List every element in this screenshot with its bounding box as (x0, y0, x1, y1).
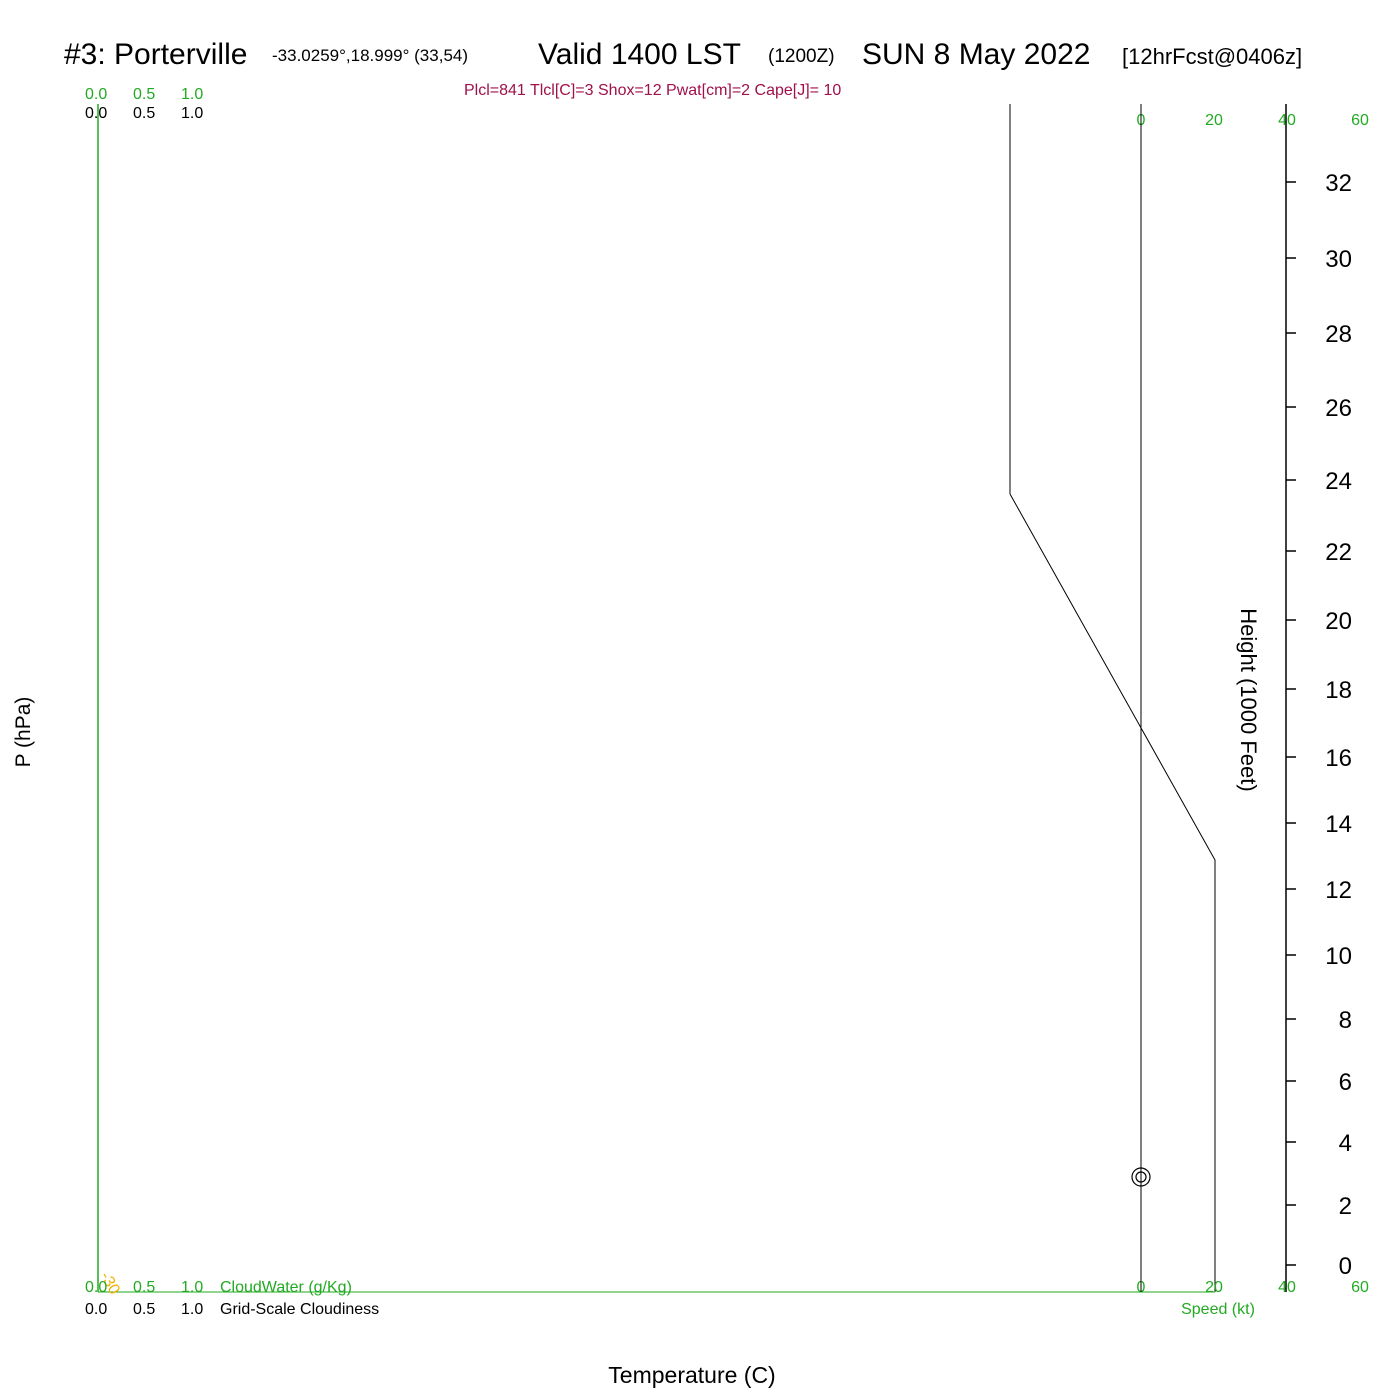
speed-axis-label: Speed (kt) (1181, 1301, 1255, 1318)
cloudiness-scale-bottom: 0.0 (85, 1301, 107, 1318)
calm-wind-outer-circle (1131, 1167, 1151, 1187)
cloudwater-scale-bottom: 0.0 (85, 1279, 107, 1296)
height-tick-label: 8 (1339, 1007, 1352, 1034)
stability-parameters: Plcl=841 Tlcl[C]=3 Shox=12 Pwat[cm]=2 Ca… (464, 82, 842, 99)
cloudwater-scale-bottom: 0.5 (133, 1279, 155, 1296)
valid-time: Valid 1400 LST (538, 38, 741, 71)
station-title: #3: Porterville (64, 38, 248, 71)
height-tick-label: 6 (1339, 1069, 1352, 1096)
height-tick-label: 28 (1325, 321, 1352, 348)
height-tick-label: 4 (1339, 1130, 1352, 1157)
height-tick-label: 30 (1325, 246, 1352, 273)
height-tick-label: 10 (1325, 943, 1352, 970)
x-axis-label: Temperature (C) (608, 1362, 775, 1388)
speed-tick-top: 20 (1205, 112, 1223, 129)
height-tick-label: 0 (1339, 1253, 1352, 1280)
speed-tick-top: 40 (1278, 112, 1296, 129)
station-coords: -33.0259°,18.999° (33,54) (272, 46, 469, 65)
height-tick-label: 2 (1339, 1193, 1352, 1220)
cloudiness-scale-bottom: 1.0 (181, 1301, 203, 1318)
height-tick-label: 26 (1325, 395, 1352, 422)
height-tick-label: 22 (1325, 539, 1352, 566)
forecast-date: SUN 8 May 2022 (862, 38, 1091, 71)
height-tick-label: 24 (1325, 468, 1352, 495)
forecast-run: [12hrFcst@0406z] (1122, 44, 1303, 69)
cloudwater-scale-bottom: 1.0 (181, 1279, 203, 1296)
speed-tick-top: 60 (1351, 112, 1369, 129)
cloudwater-scale-top: 0.0 (85, 86, 107, 103)
height-axis-label: Height (1000 Feet) (1236, 608, 1261, 791)
zulu-time: (1200Z) (768, 46, 835, 67)
height-tick-label: 16 (1325, 745, 1352, 772)
height-tick-label: 14 (1325, 811, 1352, 838)
cloudiness-scale-top: 1.0 (181, 105, 203, 122)
cloudwater-scale-top: 1.0 (181, 86, 203, 103)
height-tick-label: 20 (1325, 608, 1352, 635)
cloudwater-scale-top: 0.5 (133, 86, 155, 103)
height-tick-label: 18 (1325, 677, 1352, 704)
cloudiness-scale-top: 0.0 (85, 105, 107, 122)
height-tick-label: 12 (1325, 877, 1352, 904)
plot-frame-diagonal (1009, 493, 1216, 1292)
speed-tick-bottom: 20 (1205, 1279, 1223, 1296)
y-axis-label: P (hPa) (12, 697, 35, 768)
cloudwater-label: CloudWater (g/Kg) (220, 1279, 352, 1296)
height-tick-label: 32 (1325, 170, 1352, 197)
calm-wind-inner-circle (1135, 1171, 1147, 1183)
cloudiness-label: Grid-Scale Cloudiness (220, 1301, 379, 1318)
cloudiness-scale-top: 0.5 (133, 105, 155, 122)
cloudiness-scale-bottom: 0.5 (133, 1301, 155, 1318)
speed-tick-bottom: 40 (1278, 1279, 1296, 1296)
speed-tick-bottom: 60 (1351, 1279, 1369, 1296)
